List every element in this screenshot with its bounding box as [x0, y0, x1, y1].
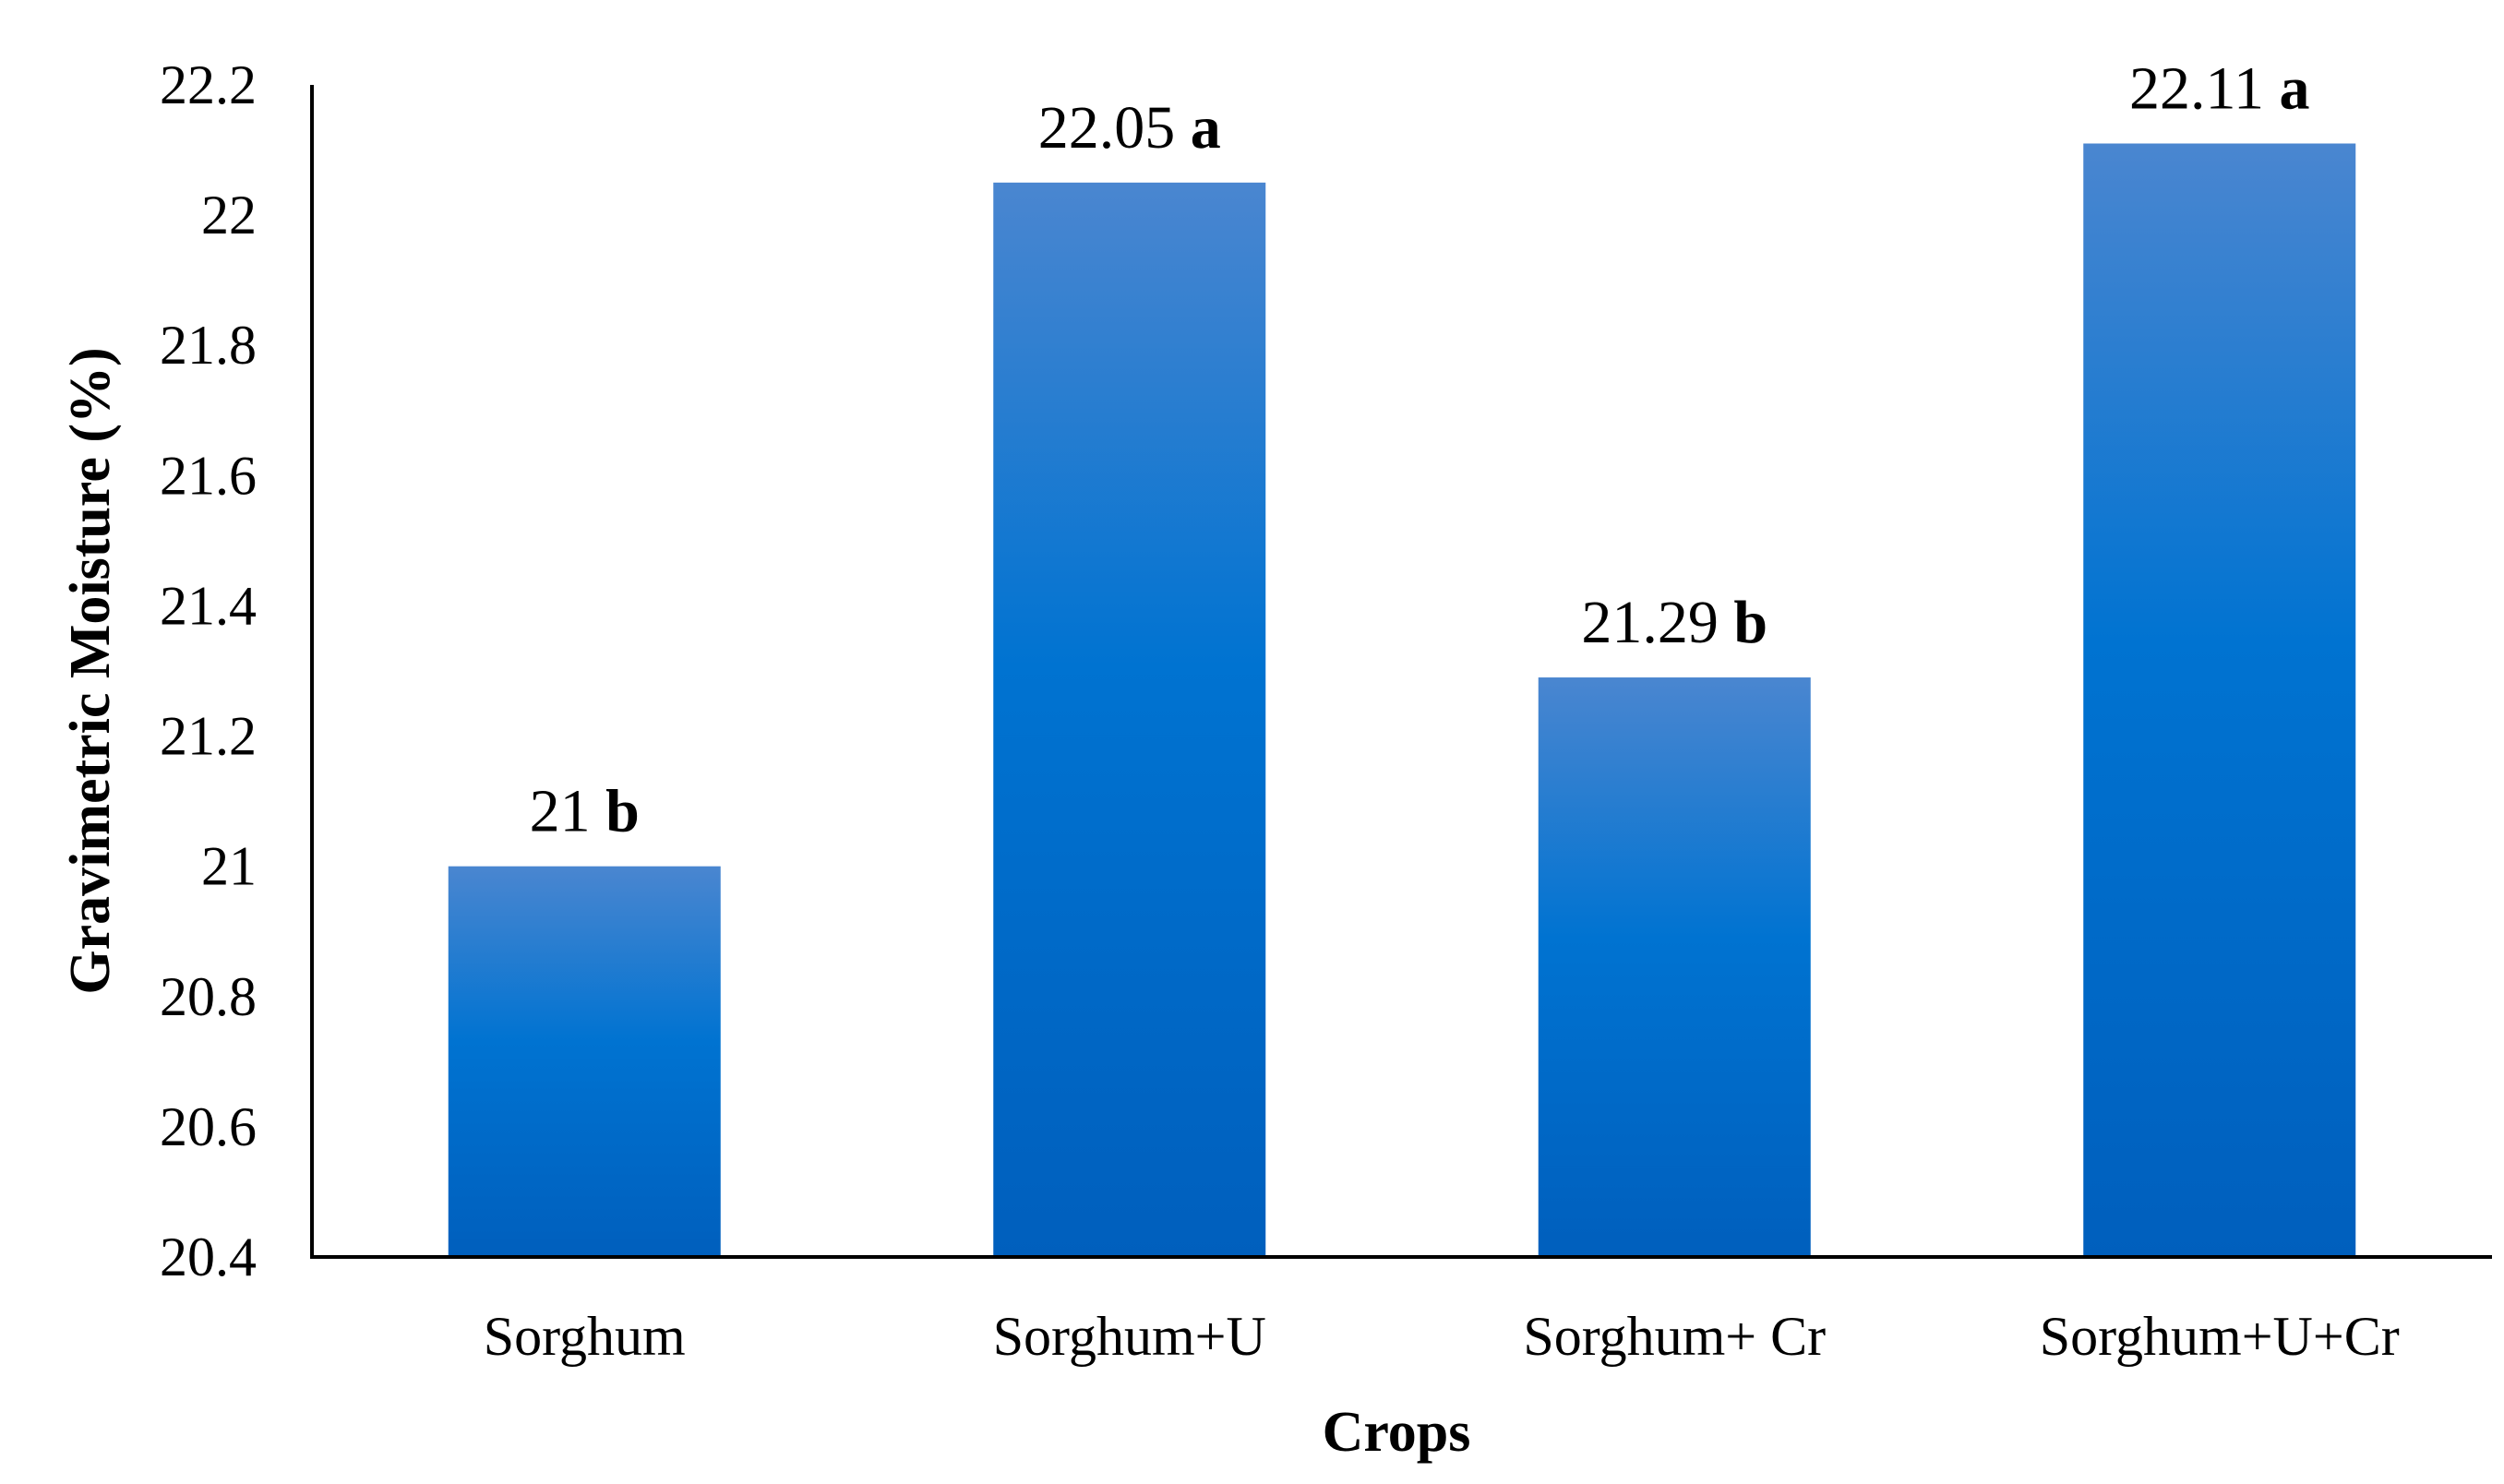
bar-2 — [993, 182, 1266, 1257]
x-tick-label: Sorghum+U+Cr — [2040, 1306, 2400, 1367]
y-tick-label: 21.8 — [160, 315, 257, 376]
y-tick-label: 20.8 — [160, 966, 257, 1027]
x-axis-title: Crops — [1323, 1401, 1471, 1464]
y-tick-label: 20.4 — [160, 1227, 257, 1287]
x-axis-ticks: Sorghum Sorghum+U Sorghum+ Cr Sorghum+U+Cr — [484, 1306, 2400, 1367]
data-value: 21 — [530, 778, 591, 845]
significance-letter: b — [1719, 589, 1767, 656]
y-axis-title: Gravimetric Moisture (%) — [59, 347, 122, 994]
y-tick-label: 21 — [201, 836, 257, 897]
bar-4 — [2083, 143, 2356, 1257]
data-value: 22.11 — [2129, 55, 2264, 123]
x-tick-label: Sorghum — [484, 1306, 686, 1367]
data-label-2: 22.05 a — [1038, 94, 1221, 162]
significance-letter: a — [2264, 55, 2310, 123]
y-tick-label: 20.6 — [160, 1096, 257, 1157]
y-axis-ticks: 20.4 20.6 20.8 21 21.2 21.4 21.6 21.8 22 22.2 — [160, 54, 257, 1287]
y-tick-label: 21.6 — [160, 445, 257, 506]
significance-letter: a — [1175, 94, 1221, 162]
x-tick-label: Sorghum+ Cr — [1523, 1306, 1826, 1367]
x-tick-label: Sorghum+U — [993, 1306, 1266, 1367]
significance-letter: b — [591, 778, 640, 845]
data-value: 22.05 — [1038, 94, 1176, 162]
y-tick-label: 21.4 — [160, 575, 257, 636]
y-tick-label: 22.2 — [160, 54, 257, 115]
bar-1 — [448, 866, 721, 1257]
data-label-3: 21.29 b — [1581, 589, 1767, 656]
y-tick-label: 22 — [201, 185, 257, 245]
data-label-4: 22.11 a — [2129, 55, 2310, 123]
bars — [448, 143, 2356, 1257]
y-tick-label: 21.2 — [160, 706, 257, 767]
bar-3 — [1538, 677, 1811, 1257]
data-labels: 21 b 22.05 a 21.29 b 22.11 a — [530, 55, 2310, 845]
data-label-1: 21 b — [530, 778, 640, 845]
data-value: 21.29 — [1581, 589, 1719, 656]
